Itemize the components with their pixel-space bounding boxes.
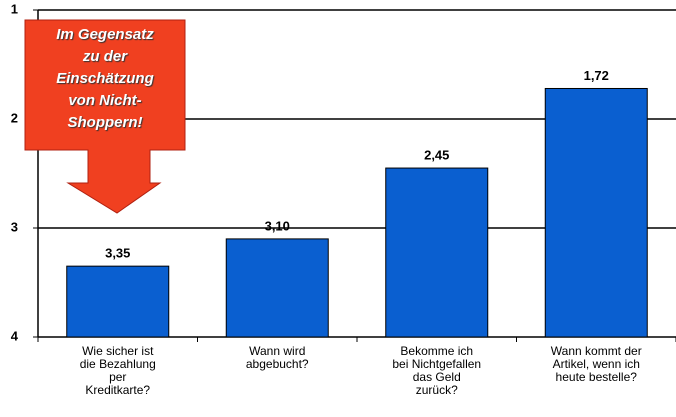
bar <box>544 87 648 338</box>
x-tick-label: Wann wird abgebucht? <box>245 345 309 371</box>
annotation: Im Gegensatz zu der Einschätzung von Nic… <box>56 26 154 131</box>
x-tick-label: Wann kommt der Artikel, wenn ich heute b… <box>550 345 642 384</box>
bar <box>385 167 489 338</box>
callout-shape <box>24 19 186 214</box>
data-label: 3,35 <box>105 246 130 261</box>
data-label: 3,10 <box>265 218 290 233</box>
x-tick-label: Bekomme ich bei Nichtgefallen das Geld z… <box>392 345 482 397</box>
bar <box>66 265 170 338</box>
annotation-box: Im Gegensatz zu der Einschätzung von Nic… <box>56 26 154 131</box>
x-tick-label: Wie sicher ist die Bezahlung per Kreditk… <box>79 345 156 397</box>
annotation-callout: Im Gegensatz zu der Einschätzung von Nic… <box>24 19 186 214</box>
x-label-box: Wann wird abgebucht? <box>245 345 309 371</box>
x-label-box: Bekomme ich bei Nichtgefallen das Geld z… <box>392 345 482 397</box>
plot: 1 2 3 4 3,35 Wie sicher ist die Bezahlung per… <box>11 1 676 397</box>
y-tick-label: 3 <box>11 219 18 234</box>
data-label: 2,45 <box>424 147 449 162</box>
x-label-box: Wie sicher ist die Bezahlung per Kreditk… <box>79 345 156 397</box>
y-tick-label: 4 <box>11 328 19 343</box>
y-tick-label: 1 <box>11 1 18 16</box>
y-tick-label: 2 <box>11 110 18 125</box>
x-label-box: Wann kommt der Artikel, wenn ich heute b… <box>550 345 642 384</box>
bar <box>225 238 329 338</box>
data-label: 1,72 <box>584 68 609 83</box>
